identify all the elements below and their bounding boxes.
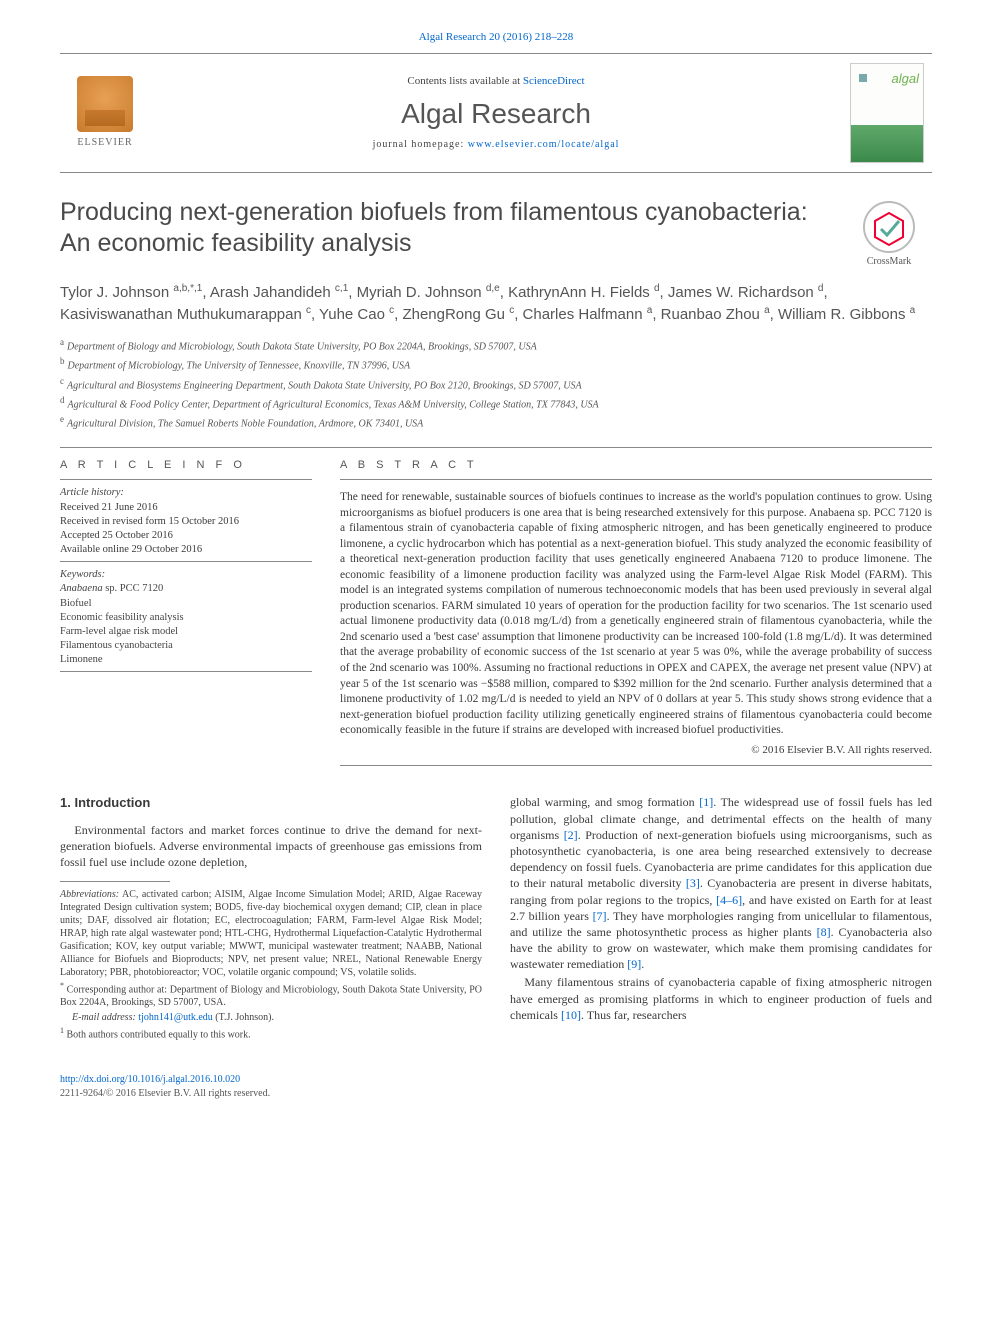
footnotes: Abbreviations: AC, activated carbon; AIS… (60, 888, 482, 1042)
keyword: Limonene (60, 653, 312, 667)
crossmark-badge[interactable]: CrossMark (846, 197, 932, 269)
page-footer: http://dx.doi.org/10.1016/j.algal.2016.1… (60, 1073, 932, 1100)
history-line: Received 21 June 2016 (60, 501, 312, 515)
ref-link[interactable]: [9] (627, 957, 641, 971)
keyword: Economic feasibility analysis (60, 611, 312, 625)
cover-thumbnail: algal (850, 63, 924, 163)
keyword: Farm-level algae risk model (60, 625, 312, 639)
abbr-label: Abbreviations: (60, 889, 119, 900)
history-line: Accepted 25 October 2016 (60, 529, 312, 543)
journal-header-center: Contents lists available at ScienceDirec… (150, 54, 842, 172)
keyword-lines: Anabaena sp. PCC 7120BiofuelEconomic fea… (60, 582, 312, 667)
history-lines: Received 21 June 2016Received in revised… (60, 501, 312, 558)
ref-link[interactable]: [7] (593, 909, 607, 923)
body-columns: 1. Introduction Environmental factors an… (60, 794, 932, 1043)
article-info: A R T I C L E I N F O Article history: R… (60, 458, 312, 776)
ref-link[interactable]: [1] (699, 795, 713, 809)
email-suffix: (T.J. Johnson). (213, 1012, 274, 1023)
issn-copyright: 2211-9264/© 2016 Elsevier B.V. All right… (60, 1087, 932, 1101)
email-link[interactable]: tjohn141@utk.edu (138, 1012, 212, 1023)
abstract-copyright: © 2016 Elsevier B.V. All rights reserved… (340, 743, 932, 758)
divider (60, 447, 932, 448)
equal-contrib: 1 Both authors contributed equally to th… (60, 1026, 482, 1041)
email-line: E-mail address: tjohn141@utk.edu (T.J. J… (60, 1011, 482, 1024)
body-col-right: global warming, and smog formation [1]. … (510, 794, 932, 1043)
abbr-text: AC, activated carbon; AISIM, Algae Incom… (60, 889, 482, 978)
abstract-text: The need for renewable, sustainable sour… (340, 490, 932, 738)
keyword: Biofuel (60, 597, 312, 611)
abbreviations: Abbreviations: AC, activated carbon; AIS… (60, 888, 482, 979)
footnote-rule (60, 881, 170, 882)
corr-text: Corresponding author at: Department of B… (60, 984, 482, 1008)
keywords-head: Keywords: (60, 568, 312, 582)
journal-homepage: journal homepage: www.elsevier.com/locat… (373, 138, 620, 152)
article-title: Producing next-generation biofuels from … (60, 197, 830, 260)
affiliation: aDepartment of Biology and Microbiology,… (60, 336, 932, 354)
journal-header: ELSEVIER Contents lists available at Sci… (60, 53, 932, 173)
doi-link[interactable]: http://dx.doi.org/10.1016/j.algal.2016.1… (60, 1074, 240, 1085)
ref-link[interactable]: [8] (817, 925, 831, 939)
crossmark-label: CrossMark (867, 255, 911, 269)
title-block: Producing next-generation biofuels from … (60, 197, 932, 269)
abstract: A B S T R A C T The need for renewable, … (340, 458, 932, 776)
ref-link[interactable]: [4–6] (716, 893, 742, 907)
intro-right-para2: Many filamentous strains of cyanobacteri… (510, 974, 932, 1023)
intro-right-para1: global warming, and smog formation [1]. … (510, 794, 932, 972)
keyword: Anabaena sp. PCC 7120 (60, 582, 312, 596)
body-col-left: 1. Introduction Environmental factors an… (60, 794, 482, 1043)
affiliation: bDepartment of Microbiology, The Univers… (60, 355, 932, 373)
keyword: Filamentous cyanobacteria (60, 639, 312, 653)
ref-link[interactable]: [2] (564, 828, 578, 842)
intro-left-para: Environmental factors and market forces … (60, 822, 482, 871)
contents-line: Contents lists available at ScienceDirec… (407, 74, 584, 89)
article-info-label: A R T I C L E I N F O (60, 458, 312, 473)
homepage-prefix: journal homepage: (373, 139, 468, 150)
publisher-logo: ELSEVIER (60, 54, 150, 172)
affiliation: dAgricultural & Food Policy Center, Depa… (60, 394, 932, 412)
authors: Tylor J. Johnson a,b,*,1, Arash Jahandid… (60, 282, 932, 326)
history-line: Available online 29 October 2016 (60, 543, 312, 557)
journal-title: Algal Research (401, 95, 591, 133)
history-head: Article history: (60, 486, 312, 500)
ref-link[interactable]: [3] (686, 876, 700, 890)
cover-brand: algal (892, 70, 919, 88)
journal-cover: algal (842, 54, 932, 172)
history-line: Received in revised form 15 October 2016 (60, 515, 312, 529)
equal-text: Both authors contributed equally to this… (64, 1029, 251, 1040)
homepage-link[interactable]: www.elsevier.com/locate/algal (468, 139, 620, 150)
affiliation: cAgricultural and Biosystems Engineering… (60, 375, 932, 393)
citation-link[interactable]: Algal Research 20 (2016) 218–228 (60, 30, 932, 45)
affiliations: aDepartment of Biology and Microbiology,… (60, 336, 932, 432)
cover-badge-icon (859, 74, 867, 82)
ref-link[interactable]: [10] (561, 1008, 581, 1022)
affiliation: eAgricultural Division, The Samuel Rober… (60, 413, 932, 431)
abstract-label: A B S T R A C T (340, 458, 932, 473)
info-abstract-row: A R T I C L E I N F O Article history: R… (60, 458, 932, 776)
intro-heading: 1. Introduction (60, 794, 482, 812)
contents-prefix: Contents lists available at (407, 75, 522, 87)
elsevier-tree-icon (77, 76, 133, 132)
email-label: E-mail address: (72, 1012, 136, 1023)
publisher-name: ELSEVIER (77, 136, 132, 150)
crossmark-icon (863, 201, 915, 253)
corresponding-author: * Corresponding author at: Department of… (60, 981, 482, 1009)
sciencedirect-link[interactable]: ScienceDirect (523, 75, 585, 87)
